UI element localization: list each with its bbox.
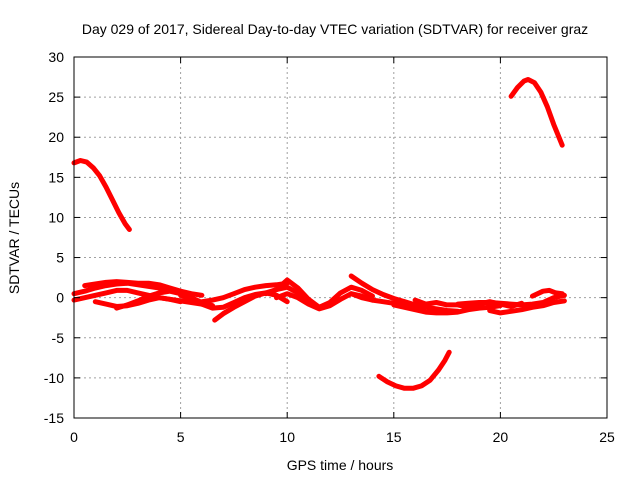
x-tick-label: 20 (493, 429, 509, 445)
tick-layer: 0 5 10 15 20 25 -15 -10 -5 0 5 10 15 20 25 30 (44, 49, 615, 445)
y-tick-label: -15 (44, 410, 64, 426)
series-layer (71, 77, 567, 391)
x-tick-label: 10 (279, 429, 295, 445)
y-tick-label: -5 (52, 330, 65, 346)
chart-title: Day 029 of 2017, Sidereal Day-to-day VTE… (82, 21, 588, 37)
y-tick-label: 10 (48, 209, 64, 225)
x-tick-label: 25 (599, 429, 615, 445)
series-band-13 (391, 302, 503, 316)
series-arc-late-high (508, 77, 565, 148)
series-band-3 (82, 279, 184, 294)
grid-layer (74, 57, 607, 418)
x-axis-label: GPS time / hours (287, 457, 394, 473)
series-arc-negative (376, 349, 452, 391)
y-tick-label: 5 (56, 250, 64, 266)
x-tick-label: 0 (70, 429, 78, 445)
y-tick-label: 25 (48, 89, 64, 105)
x-tick-label: 15 (386, 429, 402, 445)
series-band-17 (529, 287, 565, 299)
series-band-16 (487, 298, 567, 316)
series-band-6 (199, 280, 290, 305)
series-band-12 (348, 291, 461, 314)
y-axis-label: SDTVAR / TECUs (6, 182, 22, 294)
y-tick-label: 0 (56, 290, 64, 306)
y-tick-label: 20 (48, 129, 64, 145)
y-tick-label: 15 (48, 169, 64, 185)
plot-frame (73, 56, 608, 419)
y-tick-label: 30 (48, 49, 64, 65)
y-tick-label: -10 (44, 370, 64, 386)
x-tick-label: 5 (177, 429, 185, 445)
series-band-15 (455, 292, 567, 308)
series-arc-early-high (71, 158, 132, 232)
